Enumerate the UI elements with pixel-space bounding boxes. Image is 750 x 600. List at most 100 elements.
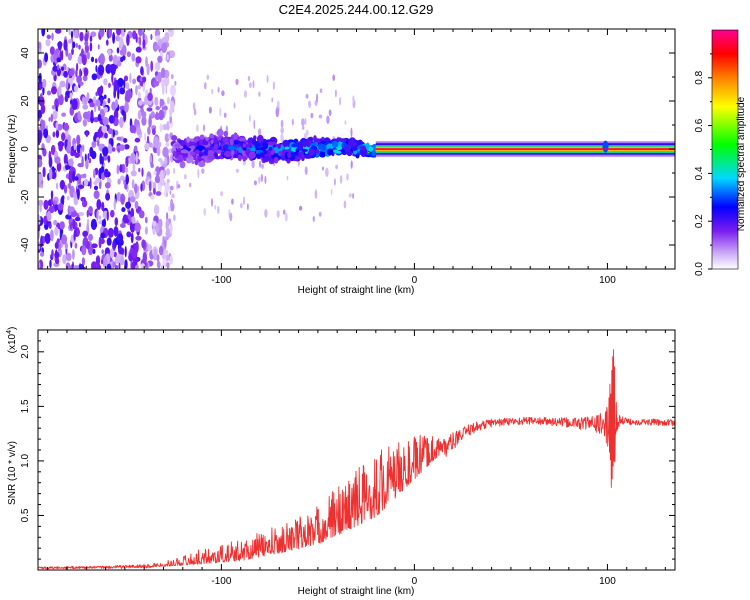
noise-cell [117, 147, 121, 153]
faint-cell [252, 80, 255, 89]
noise-cell [112, 261, 116, 268]
signal-cell [209, 133, 214, 140]
noise-cell [124, 144, 130, 150]
faint-cell [339, 96, 342, 106]
signal-cell [295, 148, 300, 153]
noise-cell [147, 126, 151, 136]
noise-cell [106, 237, 112, 246]
signal-cell [298, 141, 304, 150]
noise-cell [96, 210, 99, 221]
noise-cell [91, 261, 97, 269]
signal-cell [216, 128, 224, 137]
noise-cell [104, 182, 111, 189]
faint-cell [328, 109, 332, 116]
x-tick-label: 0 [412, 576, 418, 587]
noise-cell [119, 36, 124, 48]
signal-cell [357, 139, 363, 145]
noise-cell [154, 44, 160, 50]
noise-cell [73, 143, 77, 151]
noise-cell [112, 54, 118, 66]
noise-cell [154, 175, 161, 184]
noise-cell [165, 192, 169, 197]
noise-cell [64, 95, 69, 103]
faint-cell [258, 128, 262, 136]
signal-cell [233, 140, 239, 145]
noise-cell [77, 179, 81, 185]
signal-cell [359, 148, 368, 156]
noise-cell [102, 117, 109, 126]
faint-cell [339, 175, 343, 184]
noise-cell [103, 94, 107, 100]
colorbar-tick-label: 0.2 [694, 214, 705, 228]
noise-cell [44, 52, 49, 63]
noise-cell [106, 263, 112, 269]
noise-cell [111, 138, 114, 147]
colorbar-tick-label: 0.6 [694, 118, 705, 132]
faint-cell [280, 119, 284, 128]
noise-cell [88, 158, 92, 164]
noise-cell [41, 29, 46, 37]
noise-cell [73, 265, 80, 269]
noise-cell [68, 171, 74, 184]
noise-cell [57, 203, 64, 211]
noise-cell [103, 78, 108, 86]
noise-cell [55, 129, 60, 139]
noise-cell [77, 162, 84, 168]
noise-cell [79, 68, 82, 78]
noise-cell [112, 129, 116, 138]
signal-cell [282, 139, 290, 147]
noise-cell [132, 30, 137, 40]
noise-cell [169, 222, 173, 235]
faint-cell [276, 210, 280, 218]
noise-cell [124, 246, 127, 258]
faint-cell [346, 173, 349, 181]
snr-x-label: Height of straight line (km) [298, 586, 415, 597]
noise-cell [142, 39, 146, 49]
faint-cell [177, 184, 181, 189]
noise-cell [83, 173, 87, 179]
spectrogram-cells [38, 29, 675, 269]
noise-cell [166, 96, 170, 105]
noise-cell [101, 201, 105, 211]
noise-cell [115, 34, 121, 42]
noise-cell [65, 78, 69, 90]
faint-cell [272, 81, 275, 91]
noise-cell [48, 168, 53, 180]
signal-cell [344, 145, 350, 153]
noise-cell [110, 63, 117, 74]
noise-cell [124, 167, 129, 173]
noise-cell [91, 243, 98, 249]
noise-cell [86, 92, 90, 102]
noise-cell [54, 242, 59, 249]
noise-cell [119, 116, 124, 128]
faint-cell [169, 190, 172, 195]
faint-cell [332, 74, 336, 81]
noise-cell [43, 128, 49, 139]
noise-cell [129, 196, 136, 203]
colorbar-tick-label: 0.0 [694, 262, 705, 276]
noise-cell [138, 91, 141, 99]
noise-cell [166, 54, 169, 61]
noise-cell [131, 249, 138, 259]
noise-cell [73, 231, 76, 241]
noise-cell [99, 29, 105, 38]
noise-cell [73, 85, 79, 93]
noise-cell [135, 33, 138, 43]
noise-cell [106, 209, 109, 221]
noise-cell [71, 98, 78, 110]
noise-cell [165, 254, 170, 262]
noise-cell [167, 29, 173, 33]
signal-cell [202, 141, 209, 146]
noise-cell [126, 51, 131, 58]
noise-cell [123, 138, 128, 143]
faint-cell [193, 108, 197, 116]
noise-cell [90, 218, 97, 231]
y-tick-label: -20 [20, 189, 31, 204]
faint-cell [301, 118, 305, 127]
noise-cell [142, 251, 147, 264]
noise-cell [124, 101, 129, 113]
noise-cell [54, 156, 61, 164]
noise-cell [141, 111, 147, 118]
noise-cell [57, 64, 60, 71]
noise-cell [88, 206, 93, 214]
